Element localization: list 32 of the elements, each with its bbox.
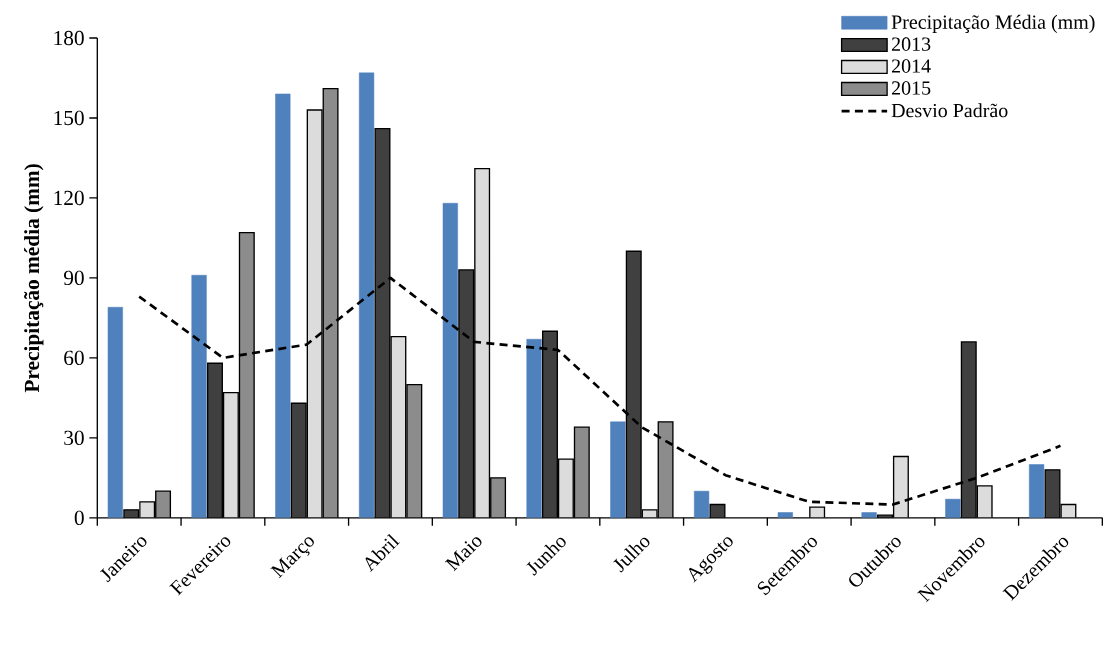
bar xyxy=(945,498,961,518)
bar xyxy=(442,202,458,518)
bar xyxy=(223,392,239,518)
bar xyxy=(1029,464,1045,518)
legend-label: 2014 xyxy=(891,59,931,73)
y-tick-label: 150 xyxy=(54,110,84,125)
bar xyxy=(107,306,123,518)
bar xyxy=(155,490,171,518)
bar xyxy=(893,456,909,518)
bar xyxy=(861,512,877,518)
bar xyxy=(191,274,207,518)
bar xyxy=(275,93,291,518)
y-tick-label: 60 xyxy=(64,350,84,365)
legend-label: Desvio Padrão xyxy=(891,103,1008,118)
bar xyxy=(207,362,223,518)
bar xyxy=(526,338,542,518)
y-tick-label: 90 xyxy=(63,270,84,285)
legend-label: 2015 xyxy=(891,81,931,95)
y-axis-title: Precipitação média (mm) xyxy=(24,163,44,393)
bar xyxy=(777,512,793,518)
bar xyxy=(558,458,574,518)
bar xyxy=(542,330,558,518)
y-tick-label: 30 xyxy=(64,430,84,445)
legend-label: 2013 xyxy=(891,37,931,51)
bar xyxy=(358,72,375,518)
bar xyxy=(610,421,626,518)
y-tick-label: 120 xyxy=(54,190,84,205)
bar xyxy=(694,490,710,518)
y-tick-label: 0 xyxy=(74,510,84,525)
legend-label: Precipitação Média (mm) xyxy=(891,14,1095,33)
bar xyxy=(490,477,506,518)
y-tick-label: 180 xyxy=(54,30,84,45)
